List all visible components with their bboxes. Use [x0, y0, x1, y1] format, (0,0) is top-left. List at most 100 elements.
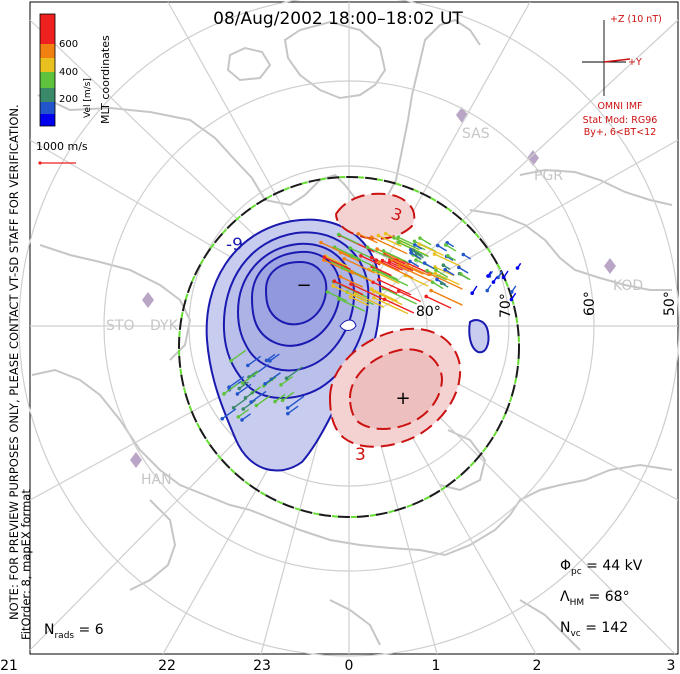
- coordinate-system-label: MLT coordinates: [99, 35, 112, 124]
- velocity-vector-47: [378, 261, 414, 279]
- velocity-vector-94: [242, 399, 256, 410]
- velocity-vector-origin-129: [496, 275, 500, 280]
- imf-clock-dial: [582, 20, 631, 96]
- mlt-tick-21: 21: [0, 658, 18, 674]
- velocity-vector-origin-90: [411, 248, 416, 253]
- velocity-vector-31: [325, 255, 349, 268]
- velocity-vector-origin-108: [231, 405, 236, 410]
- velocity-vector-origin-109: [243, 396, 248, 400]
- velocity-vector-113: [264, 372, 281, 385]
- velocity-vector-origin-47: [377, 260, 382, 264]
- velocity-vector-origin-93: [414, 251, 419, 256]
- velocity-vector-origin-112: [236, 415, 241, 419]
- velocity-vector-106: [242, 371, 259, 384]
- velocity-vector-14: [323, 259, 355, 275]
- velocity-vector-24: [373, 290, 403, 306]
- station-label-sto: STO: [106, 318, 134, 334]
- velocity-vector-origin-99: [273, 399, 277, 404]
- velocity-vector-42: [373, 297, 409, 315]
- velocity-vector-origin-86: [409, 251, 413, 255]
- contour-label-positive: 3: [355, 445, 366, 465]
- velocity-vector-0: [377, 269, 399, 281]
- velocity-vector-origin-19: [429, 288, 433, 293]
- velocity-vector-origin-85: [459, 272, 463, 276]
- positive-potential-cell: [328, 192, 490, 448]
- velocity-vector-origin-132: [491, 280, 496, 284]
- velocity-vector-10: [360, 255, 381, 266]
- velocity-vector-35: [372, 281, 398, 295]
- velocity-vector-origin-35: [371, 280, 375, 285]
- velocity-vector-origin-121: [268, 359, 272, 363]
- velocity-vector-104: [250, 390, 267, 403]
- velocity-vector-118: [238, 381, 249, 390]
- velocity-vector-origin-25: [331, 284, 336, 288]
- velocity-vector-73: [432, 281, 444, 290]
- velocity-vector-105: [287, 395, 305, 409]
- velocity-vector-65: [334, 280, 364, 296]
- velocity-vector-25: [332, 285, 368, 303]
- velocity-vector-27: [398, 290, 421, 303]
- velocity-vector-origin-26: [319, 240, 323, 245]
- velocity-vector-9: [384, 253, 406, 265]
- colorbar-tick-200: 200: [59, 94, 78, 105]
- velocity-vector-22: [350, 296, 369, 307]
- velocity-vector-origin-126: [515, 266, 520, 270]
- velocity-vector-origin-38: [338, 250, 343, 255]
- velocity-vector-origin-65: [332, 279, 337, 284]
- velocity-vector-origin-113: [263, 381, 267, 386]
- mlt-tick-22: 22: [158, 658, 176, 674]
- velocity-vector-38: [340, 252, 360, 262]
- velocity-vector-111: [221, 408, 237, 420]
- velocity-vector-origin-107: [279, 383, 283, 387]
- velocity-vector-59: [367, 246, 393, 260]
- velocity-vector-origin-63: [424, 294, 428, 299]
- velocity-vector-origin-81: [408, 259, 412, 264]
- velocity-vector-origin-49: [396, 240, 401, 245]
- latitude-label-80: 80°: [416, 304, 441, 320]
- velocity-vector-origin-118: [237, 386, 242, 391]
- velocity-vector-origin-95: [280, 398, 285, 403]
- velocity-vectors: [220, 231, 522, 422]
- latitude-label-70: 70°: [498, 293, 514, 318]
- velocity-vector-origin-62: [405, 263, 410, 268]
- velocity-vector-origin-39: [369, 255, 374, 260]
- velocity-vector-origin-43: [376, 277, 381, 282]
- velocity-vector-7: [368, 268, 400, 285]
- velocity-vector-origin-18: [349, 282, 353, 286]
- velocity-vector-origin-115: [264, 358, 269, 363]
- velocity-vector-57: [358, 233, 378, 244]
- velocity-vector-100: [228, 376, 245, 388]
- hm-boundary-latitude: ΛHM = 68°: [560, 589, 630, 608]
- velocity-vector-40: [382, 260, 403, 271]
- imf-condition: By+, 6<BT<12: [584, 127, 657, 138]
- potential-minimum-marker: −: [296, 275, 311, 296]
- velocity-vector-120: [286, 366, 303, 379]
- velocity-vector-109: [245, 390, 256, 399]
- velocity-vector-112: [237, 408, 250, 418]
- velocity-vector-origin-45: [369, 235, 374, 239]
- velocity-vector-117: [237, 383, 252, 395]
- velocity-vector-36: [405, 274, 429, 287]
- velocity-vector-origin-69: [433, 271, 438, 276]
- velocity-vector-origin-68: [349, 270, 354, 274]
- velocity-vector-origin-16: [369, 287, 374, 291]
- velocity-vector-68: [351, 271, 373, 282]
- velocity-vector-origin-3: [396, 235, 401, 240]
- velocity-vector-origin-57: [356, 232, 361, 236]
- velocity-vector-121: [269, 353, 280, 362]
- velocity-vector-107: [280, 375, 294, 386]
- velocity-vector-114: [230, 349, 247, 362]
- vector-count: Nvc = 142: [560, 620, 628, 639]
- velocity-vector-84: [419, 237, 432, 246]
- velocity-vector-21: [343, 258, 375, 274]
- station-label-han: HAN: [141, 472, 172, 488]
- velocity-vector-19: [430, 289, 463, 306]
- velocity-vector-origin-92: [413, 243, 417, 247]
- velocity-vector-99: [274, 393, 286, 403]
- velocity-vector-origin-67: [428, 272, 433, 276]
- velocity-vector-origin-122: [254, 403, 259, 408]
- station-label-sas: SAS: [462, 126, 490, 142]
- velocity-vector-86: [410, 252, 422, 260]
- velocity-vector-63: [425, 295, 452, 309]
- velocity-vector-origin-30: [376, 233, 381, 238]
